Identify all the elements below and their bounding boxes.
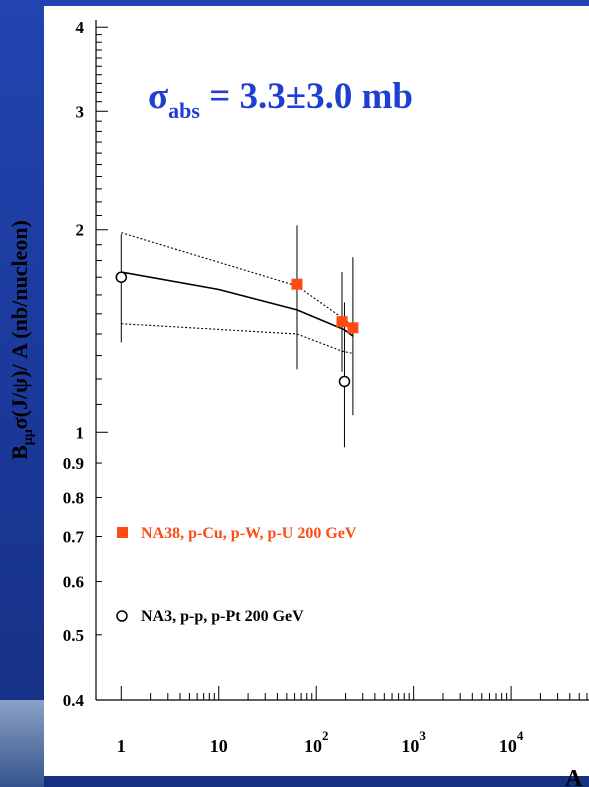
fit-curve-bound — [121, 323, 354, 354]
x-axis-label: A — [565, 766, 583, 787]
annotation-sigma-abs: σabs = 3.3±3.0 mb — [148, 76, 413, 123]
x-tick-exponent: 4 — [517, 728, 524, 743]
legend-label-na3: NA3, p-p, p-Pt 200 GeV — [141, 608, 304, 625]
x-tick-base: 10 — [304, 736, 322, 756]
y-tick-label: 3 — [76, 102, 85, 121]
legend-marker-na38 — [117, 527, 128, 538]
x-tick-label: 10 — [210, 736, 228, 756]
x-tick-base: 1 — [117, 736, 126, 756]
fit-curve-bound — [121, 232, 354, 327]
legend-label-na38: NA38, p-Cu, p-W, p-U 200 GeV — [141, 525, 357, 542]
x-tick-label: 102 — [304, 728, 329, 756]
x-tick-base: 10 — [210, 736, 228, 756]
y-tick-label: 0.5 — [63, 626, 84, 645]
x-tick-exponent: 2 — [322, 728, 329, 743]
point-na38 — [336, 316, 348, 328]
x-tick-label: 1 — [117, 736, 126, 756]
y-tick-label: 0.9 — [63, 454, 84, 473]
annotation-value: = 3.3±3.0 mb — [200, 76, 413, 117]
y-tick-label: 0.4 — [63, 691, 85, 710]
error-bars — [120, 225, 354, 448]
y-tick-label: 1 — [76, 423, 85, 442]
y-tick-label: 0.8 — [63, 488, 84, 507]
legend-marker-na3 — [116, 610, 128, 622]
point-na38 — [347, 322, 359, 334]
point-na3 — [338, 375, 351, 388]
point-na38 — [291, 278, 303, 290]
x-tick-base: 10 — [401, 736, 419, 756]
annotation-subscript: abs — [168, 98, 200, 123]
x-tick-label: 103 — [401, 728, 426, 756]
point-na3 — [115, 271, 128, 283]
fit-curve-central — [121, 271, 354, 337]
y-tick-label: 0.6 — [63, 573, 84, 592]
y-tick-label: 2 — [76, 221, 85, 240]
x-tick-label: 104 — [499, 728, 524, 756]
y-tick-label: 4 — [76, 18, 85, 37]
y-tick-label: 0.7 — [63, 527, 85, 546]
x-tick-base: 10 — [499, 736, 517, 756]
fit-curves — [121, 232, 354, 354]
data-points — [115, 271, 359, 388]
plot-panel — [44, 6, 589, 776]
decorative-logo-strip — [0, 700, 44, 787]
x-tick-exponent: 3 — [419, 728, 426, 743]
